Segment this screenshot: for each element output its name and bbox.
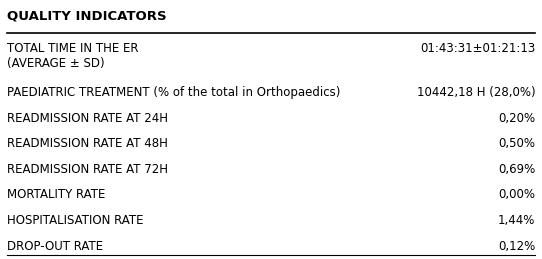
Text: HOSPITALISATION RATE: HOSPITALISATION RATE <box>7 214 143 227</box>
Text: 1,44%: 1,44% <box>498 214 535 227</box>
Text: READMISSION RATE AT 48H: READMISSION RATE AT 48H <box>7 137 167 150</box>
Text: 10442,18 H (28,0%): 10442,18 H (28,0%) <box>417 86 535 99</box>
Text: QUALITY INDICATORS: QUALITY INDICATORS <box>7 9 166 22</box>
Text: 0,69%: 0,69% <box>498 163 535 176</box>
Text: 0,12%: 0,12% <box>498 240 535 253</box>
Text: TOTAL TIME IN THE ER
(AVERAGE ± SD): TOTAL TIME IN THE ER (AVERAGE ± SD) <box>7 42 138 70</box>
Text: 0,50%: 0,50% <box>498 137 535 150</box>
Text: READMISSION RATE AT 72H: READMISSION RATE AT 72H <box>7 163 168 176</box>
Text: MORTALITY RATE: MORTALITY RATE <box>7 189 105 202</box>
Text: DROP-OUT RATE: DROP-OUT RATE <box>7 240 103 253</box>
Text: 01:43:31±01:21:13: 01:43:31±01:21:13 <box>420 42 535 55</box>
Text: PAEDIATRIC TREATMENT (% of the total in Orthopaedics): PAEDIATRIC TREATMENT (% of the total in … <box>7 86 340 99</box>
Text: 0,00%: 0,00% <box>498 189 535 202</box>
Text: READMISSION RATE AT 24H: READMISSION RATE AT 24H <box>7 112 168 125</box>
Text: 0,20%: 0,20% <box>498 112 535 125</box>
